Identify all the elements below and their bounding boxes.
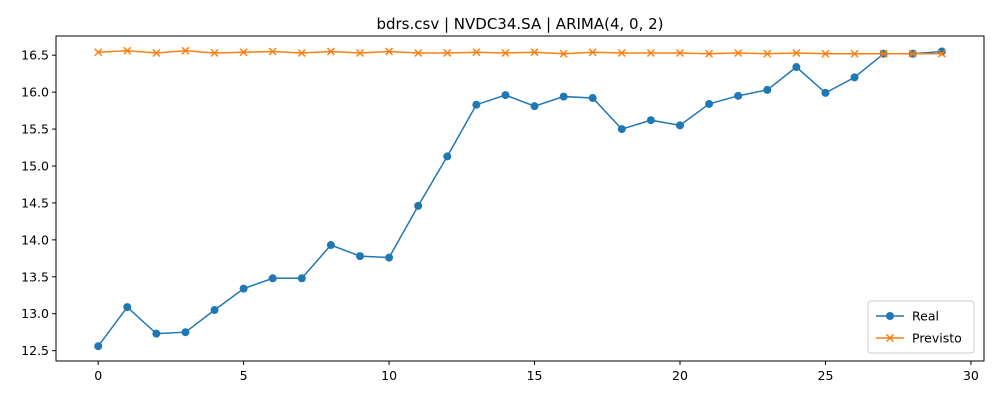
data-point-real <box>268 274 277 283</box>
data-point-real <box>763 85 772 94</box>
data-point-previsto <box>821 49 830 58</box>
data-point-previsto <box>530 48 539 57</box>
legend: Real Previsto <box>867 300 975 354</box>
data-point-previsto <box>559 49 568 58</box>
data-point-previsto <box>355 48 365 58</box>
data-point-real <box>181 328 190 337</box>
chart-title: bdrs.csv | NVDC34.SA | ARIMA(4, 0, 2) <box>376 15 663 33</box>
y-tick-label: 13.0 <box>21 306 49 321</box>
y-tick-label: 15.0 <box>21 159 49 174</box>
series-layer <box>94 46 946 351</box>
legend-marker-previsto <box>885 333 895 343</box>
data-point-real <box>152 329 161 338</box>
data-point-real <box>385 253 394 262</box>
data-point-previsto <box>239 48 248 57</box>
data-point-real <box>297 274 306 283</box>
y-tick-label: 16.5 <box>21 48 49 63</box>
data-point-previsto <box>123 46 132 55</box>
legend-label-previsto: Previsto <box>912 331 962 346</box>
x-tick-label: 20 <box>672 368 688 383</box>
data-point-previsto <box>705 49 714 58</box>
x-tick-label: 15 <box>527 368 543 383</box>
data-point-real <box>239 284 248 293</box>
data-point-real <box>443 152 452 161</box>
data-point-real <box>734 91 743 100</box>
y-axis: 12.5 13.0 13.5 14.0 14.5 15.0 15.5 16.0 16.5 <box>21 48 56 358</box>
y-tick-label: 16.0 <box>21 85 49 100</box>
data-point-previsto <box>181 46 190 55</box>
x-axis: 0 5 10 15 20 25 30 <box>94 361 979 383</box>
series-line-previsto <box>98 50 942 55</box>
data-point-real <box>588 94 597 103</box>
data-point-previsto <box>879 49 888 58</box>
y-tick-label: 13.5 <box>21 269 49 284</box>
data-point-real <box>414 201 423 210</box>
data-point-previsto <box>501 48 510 58</box>
data-point-previsto <box>297 48 306 58</box>
data-point-real <box>501 91 510 100</box>
y-tick-label: 14.0 <box>21 232 49 247</box>
data-point-previsto <box>617 48 626 58</box>
y-tick-label: 12.5 <box>21 343 49 358</box>
data-point-previsto <box>472 48 481 57</box>
data-point-previsto <box>268 47 277 56</box>
data-point-previsto <box>792 48 801 58</box>
x-tick-label: 10 <box>381 368 397 383</box>
data-point-previsto <box>675 48 685 58</box>
data-point-previsto <box>414 48 423 58</box>
data-point-real <box>705 99 714 108</box>
data-point-previsto <box>763 49 772 58</box>
x-tick-label: 30 <box>963 368 979 383</box>
data-point-previsto <box>210 48 219 58</box>
x-tick-label: 5 <box>240 368 248 383</box>
data-point-real <box>617 125 626 134</box>
plot-area <box>55 35 985 362</box>
x-tick-label: 25 <box>818 368 834 383</box>
data-point-previsto <box>94 48 103 57</box>
data-point-real <box>792 63 801 72</box>
data-point-real <box>676 121 684 130</box>
data-point-real <box>210 306 219 315</box>
data-point-real <box>559 92 568 101</box>
data-point-previsto <box>937 49 946 58</box>
data-point-real <box>646 116 655 125</box>
data-point-previsto <box>326 47 335 56</box>
data-point-previsto <box>734 48 743 58</box>
data-point-real <box>821 88 830 97</box>
legend-label-real: Real <box>912 309 939 324</box>
data-point-previsto <box>908 49 917 58</box>
data-point-real <box>850 73 859 82</box>
series-line-real <box>97 50 942 347</box>
legend-marker-real <box>886 312 894 320</box>
data-point-real <box>94 342 103 351</box>
data-point-previsto <box>443 48 452 58</box>
y-tick-label: 15.5 <box>21 122 49 137</box>
data-point-previsto <box>646 48 655 58</box>
data-point-previsto <box>385 47 394 56</box>
data-point-real <box>356 252 364 261</box>
data-point-real <box>123 303 132 312</box>
data-point-real <box>530 102 539 111</box>
y-tick-label: 14.5 <box>21 195 49 210</box>
data-point-real <box>326 241 335 250</box>
data-point-previsto <box>588 48 597 57</box>
data-point-previsto <box>152 48 161 58</box>
legend-box <box>867 300 975 354</box>
data-point-real <box>472 100 481 109</box>
x-tick-label: 0 <box>94 368 102 383</box>
data-point-previsto <box>850 49 859 58</box>
